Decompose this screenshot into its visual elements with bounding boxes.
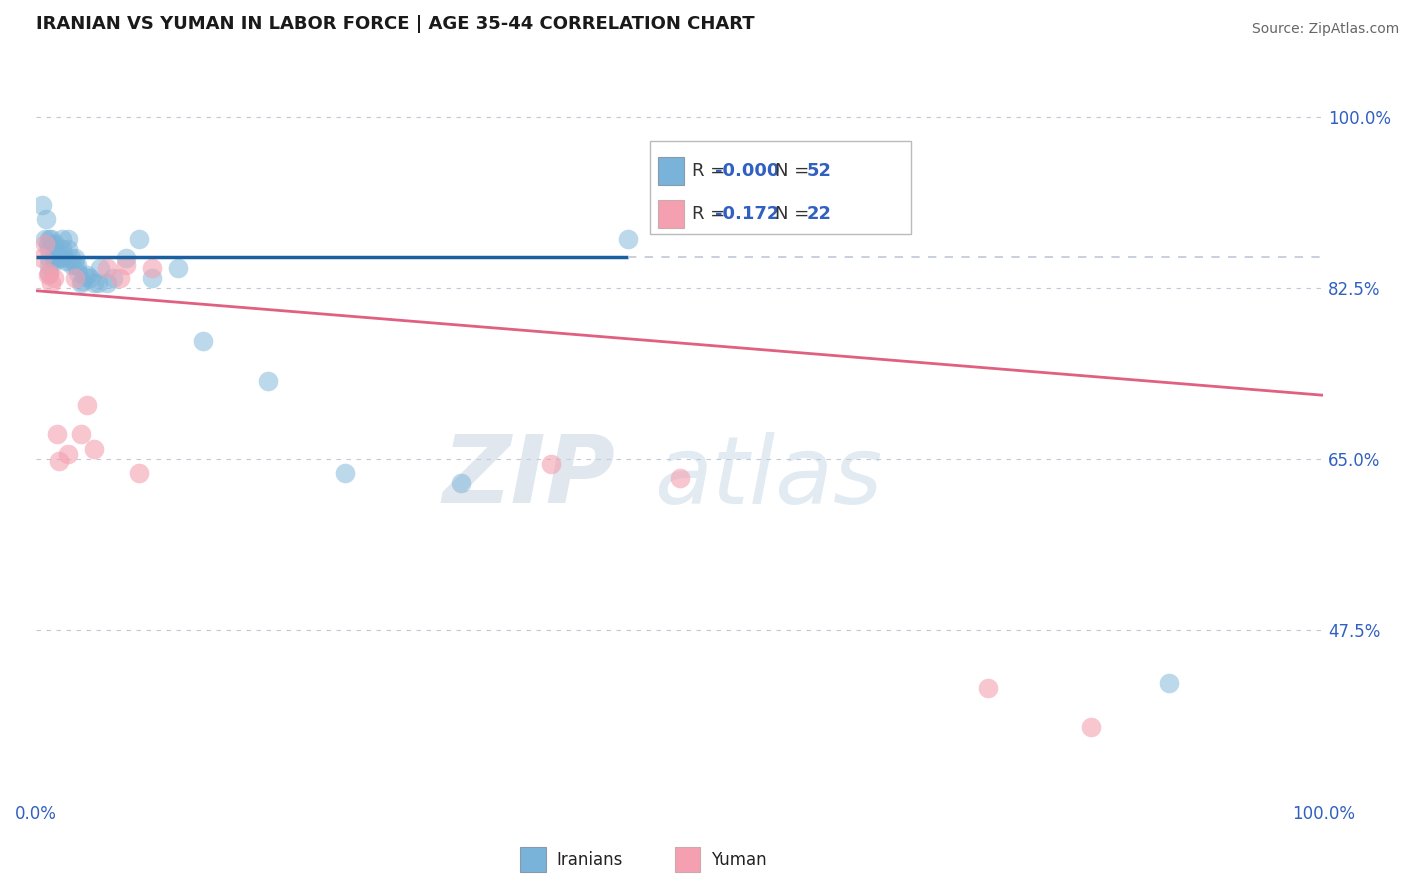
Text: 52: 52 (807, 162, 832, 180)
Point (53, 248, 76, 262)
Point (73, 270, 96, 285)
Text: Yuman: Yuman (711, 851, 768, 869)
Point (333, 467, 356, 481)
Point (540, 457, 562, 471)
Text: -0.000: -0.000 (716, 162, 779, 180)
Point (45, 427, 67, 442)
Point (70, 427, 93, 442)
Text: 22: 22 (807, 204, 832, 223)
Text: Iranians: Iranians (557, 851, 623, 869)
Point (38, 232, 60, 246)
Point (44, 254, 66, 268)
Point (87, 276, 110, 290)
Point (56, 447, 79, 461)
Point (256, 374, 278, 388)
Point (63, 252, 86, 266)
Point (63, 258, 86, 272)
Point (51, 242, 73, 256)
Point (31, 198, 53, 212)
Point (51, 232, 73, 246)
Point (44, 246, 66, 260)
Text: N =: N = (775, 162, 815, 180)
Point (41, 232, 63, 246)
Point (42, 271, 65, 285)
Point (66, 258, 89, 272)
Point (63, 271, 86, 285)
Text: ZIP: ZIP (443, 431, 616, 524)
Text: R =: R = (692, 204, 731, 223)
Point (83, 442, 105, 456)
Point (76, 268, 98, 282)
Point (617, 232, 640, 246)
Point (1080, 720, 1102, 734)
Point (115, 252, 138, 266)
Point (977, 681, 1000, 696)
Point (41, 239, 63, 253)
Point (56, 242, 79, 256)
Point (42, 252, 65, 266)
Point (128, 232, 150, 246)
Text: R =: R = (692, 162, 731, 180)
Point (45, 248, 67, 262)
Point (38, 252, 60, 266)
Text: IRANIAN VS YUMAN IN LABOR FORCE | AGE 35-44 CORRELATION CHART: IRANIAN VS YUMAN IN LABOR FORCE | AGE 35… (37, 15, 755, 33)
Point (668, 471, 690, 485)
Point (38, 266, 60, 280)
Point (193, 334, 215, 349)
Point (34, 236, 56, 251)
Point (108, 271, 131, 285)
Point (101, 271, 124, 285)
Point (128, 467, 150, 481)
Text: atlas: atlas (654, 432, 882, 523)
Point (55, 254, 77, 268)
Point (49, 248, 72, 262)
Point (44, 236, 66, 251)
Point (450, 476, 472, 491)
Text: -0.172: -0.172 (716, 204, 779, 223)
Point (1157, 676, 1180, 690)
Point (34, 232, 56, 246)
Point (48, 453, 70, 467)
Point (141, 271, 163, 285)
Point (59, 252, 82, 266)
Point (79, 271, 101, 285)
Text: Source: ZipAtlas.com: Source: ZipAtlas.com (1251, 22, 1399, 37)
Point (166, 261, 188, 276)
Point (67, 266, 90, 280)
Point (76, 398, 98, 412)
Point (38, 242, 60, 256)
Point (31, 252, 53, 266)
Point (35, 212, 58, 227)
Point (38, 266, 60, 280)
Point (83, 276, 105, 290)
Point (56, 232, 79, 246)
Point (60, 258, 83, 272)
Point (37, 268, 59, 282)
Point (37, 236, 59, 251)
Point (96, 261, 118, 276)
Point (46, 248, 69, 262)
Point (70, 276, 93, 290)
Point (48, 252, 70, 266)
Point (141, 261, 163, 276)
Point (41, 276, 63, 290)
Point (51, 252, 73, 266)
Point (96, 276, 118, 290)
Point (89, 261, 111, 276)
Point (72, 274, 94, 288)
Point (115, 258, 138, 272)
Point (38, 258, 60, 272)
Text: N =: N = (775, 204, 815, 223)
